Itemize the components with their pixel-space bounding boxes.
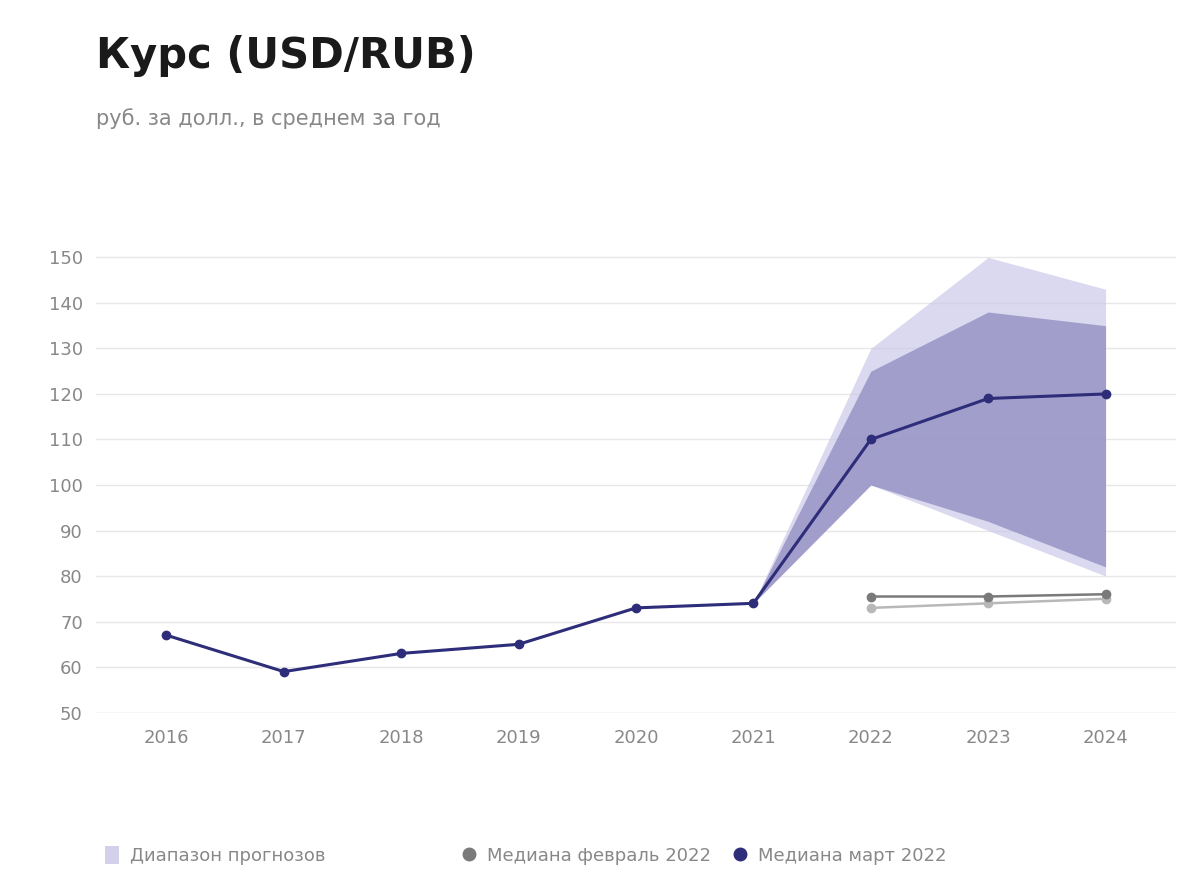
- Text: руб. за долл., в среднем за год: руб. за долл., в среднем за год: [96, 109, 440, 129]
- Legend: Диапазон прогнозов, Центральная тенденция 10-90%, Медиана февраль 2022, Медиана : Диапазон прогнозов, Центральная тенденци…: [106, 846, 946, 869]
- Text: Курс (USD/RUB): Курс (USD/RUB): [96, 35, 475, 76]
